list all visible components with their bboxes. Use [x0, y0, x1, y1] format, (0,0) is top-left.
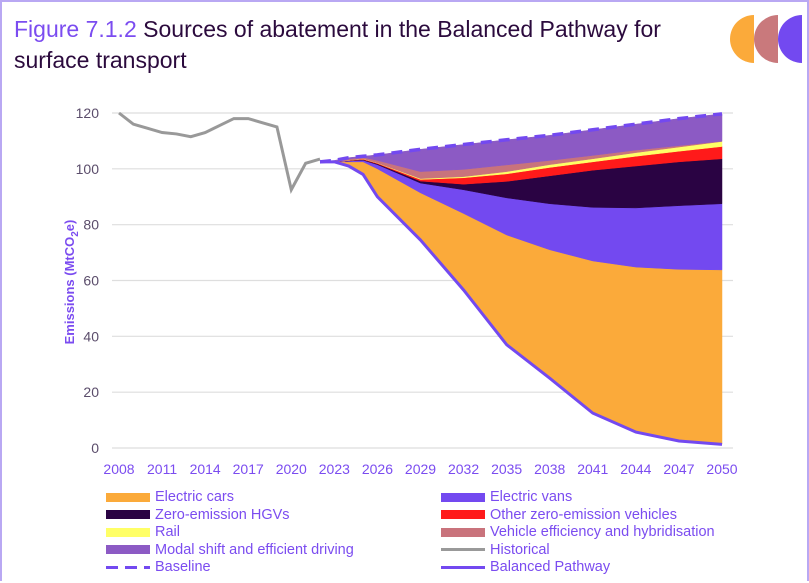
balanced-pathway-line	[320, 160, 723, 446]
y-tick-label: 80	[83, 217, 99, 233]
legend-swatch	[106, 492, 150, 502]
x-tick-label: 2035	[491, 461, 522, 477]
legend-label: Electric vans	[490, 489, 573, 505]
legend-item: Vehicle efficiency and hybridisation	[441, 524, 715, 540]
legend-label: Electric cars	[155, 489, 234, 505]
y-tick-label: 120	[76, 105, 100, 121]
x-tick-label: 2011	[147, 461, 177, 477]
x-tick-label: 2008	[103, 461, 134, 477]
legend-item: Modal shift and efficient driving	[106, 542, 354, 558]
y-axis-label-part: 2	[70, 231, 81, 237]
x-tick-label: 2044	[620, 461, 651, 477]
logo-orange-half-disc	[730, 15, 754, 63]
y-tick-label: 0	[91, 440, 99, 456]
x-tick-label: 2017	[233, 461, 264, 477]
legend-swatch	[106, 510, 150, 519]
figure-title-text: Sources of abatement in the Balanced Pat…	[14, 16, 661, 73]
area-modal-shift-and-efficient-driving	[319, 113, 723, 172]
legend-item: Electric vans	[441, 489, 572, 505]
legend-label: Zero-emission HGVs	[155, 506, 290, 523]
legend-label: Balanced Pathway	[490, 559, 611, 575]
legend-label: Historical	[490, 541, 550, 558]
baseline-line	[319, 112, 723, 164]
y-tick-label: 60	[83, 273, 99, 289]
logo-rose-half-disc	[754, 15, 778, 63]
legend-item: Balanced Pathway	[441, 559, 610, 575]
legend-swatch	[441, 492, 485, 502]
x-tick-label: 2020	[276, 461, 307, 477]
y-tick-label: 40	[83, 328, 99, 344]
x-tick-label: 2023	[319, 461, 350, 477]
x-tick-label: 2047	[663, 461, 694, 477]
legend-item: Other zero-emission vehicles	[441, 507, 677, 523]
legend-swatch	[441, 527, 485, 537]
x-tick-label: 2014	[190, 461, 221, 477]
legend-item: Rail	[106, 524, 180, 540]
legend-item: Baseline	[106, 559, 211, 575]
figure-title: Figure 7.1.2 Sources of abatement in the…	[14, 14, 714, 76]
x-tick-label: 2050	[706, 461, 737, 477]
legend-swatch	[441, 510, 485, 519]
legend-swatch	[441, 548, 485, 551]
y-axis-label-part: Emissions (MtCO	[62, 237, 77, 345]
legend-swatch	[106, 527, 150, 537]
figure-label: Figure 7.1.2	[14, 16, 137, 42]
x-tick-label: 2038	[534, 461, 565, 477]
legend-label: Baseline	[155, 559, 211, 575]
y-axis-label: Emissions (MtCO2e)	[62, 220, 81, 345]
x-tick-label: 2032	[448, 461, 479, 477]
legend-label: Vehicle efficiency and hybridisation	[490, 524, 715, 540]
x-tick-label: 2026	[362, 461, 393, 477]
legend-swatch	[441, 565, 485, 569]
legend-label: Rail	[155, 524, 180, 540]
legend-swatch	[106, 565, 150, 569]
y-tick-label: 100	[76, 161, 100, 177]
historical-line	[118, 111, 321, 194]
legend-swatch	[106, 545, 150, 554]
y-tick-label: 20	[83, 384, 99, 400]
legend-item: Zero-emission HGVs	[106, 507, 290, 523]
y-axis-label-part: e)	[62, 220, 77, 232]
logo-purple-half-disc	[778, 15, 802, 63]
legend-item: Historical	[441, 542, 550, 558]
legend-label: Modal shift and efficient driving	[155, 541, 354, 558]
x-tick-label: 2029	[405, 461, 436, 477]
legend-item: Electric cars	[106, 489, 234, 505]
x-tick-label: 2041	[577, 461, 608, 477]
brand-logo	[730, 15, 802, 63]
legend-label: Other zero-emission vehicles	[490, 506, 677, 523]
